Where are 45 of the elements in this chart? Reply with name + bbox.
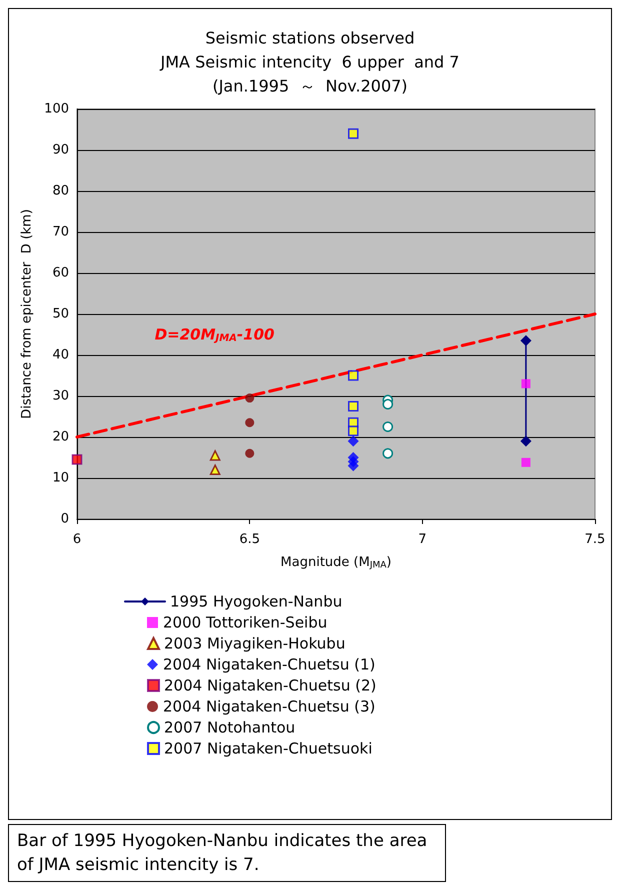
point — [520, 436, 532, 447]
legend-label: 2004 Nigataken-Chuetsu (3) — [163, 698, 376, 716]
point — [520, 335, 532, 346]
point — [72, 454, 82, 465]
x-tick-label: 6 — [72, 532, 82, 547]
point — [210, 464, 220, 476]
point — [521, 458, 530, 467]
point — [245, 394, 254, 403]
point — [521, 379, 530, 388]
point — [382, 422, 394, 432]
point — [210, 450, 220, 461]
point — [245, 418, 254, 428]
chart-title: Seismic stations observed JMA Seismic intencity 6 upper and 7 (Jan.1995 ～ Nov.2007) — [160, 28, 460, 96]
y-axis-title: Distance from epicenter D (km) — [19, 209, 34, 419]
point — [348, 128, 359, 139]
y-tick-label: 70 — [52, 224, 69, 240]
y-tick-label: 50 — [52, 306, 69, 322]
point — [348, 401, 359, 412]
y-tick-label: 20 — [52, 430, 69, 444]
legend-label: 2007 Nigataken-Chuetsuoki — [164, 740, 372, 758]
x-tick-label: 7.5 — [584, 532, 606, 547]
y-tick-label: 80 — [52, 184, 69, 198]
x-tick-label: 7 — [418, 532, 426, 547]
legend-label: 2003 Miyagiken-Hokubu — [164, 634, 346, 652]
legend-label: 1995 Hyogoken-Nanbu — [170, 592, 342, 610]
point — [382, 448, 394, 459]
y-tick-label: 60 — [52, 266, 69, 280]
point — [348, 426, 359, 436]
y-tick-label: 100 — [44, 102, 69, 116]
legend-label: 2004 Nigataken-Chuetsu (1) — [163, 656, 376, 674]
legend-label: 2000 Tottoriken-Seibu — [163, 614, 328, 632]
point — [348, 370, 359, 381]
y-tick-label: 90 — [52, 142, 69, 158]
legend-label: 2004 Nigataken-Chuetsu (2) — [164, 676, 376, 694]
x-tick-label: 6.5 — [239, 532, 260, 547]
text: Bar of 1995 Hyogoken-Nanbu indicates the area of JMA seismic intencity is 7. — [8, 824, 446, 882]
y-tick-label: 40 — [52, 348, 69, 362]
legend-label: 2007 Notohantou — [164, 718, 296, 736]
y-tick-label: 30 — [52, 388, 69, 404]
y-tick-label: 0 — [60, 512, 69, 526]
y-tick-label: 10 — [52, 470, 69, 486]
point — [348, 460, 359, 472]
point — [348, 436, 359, 447]
point — [382, 398, 394, 410]
point — [245, 448, 254, 458]
